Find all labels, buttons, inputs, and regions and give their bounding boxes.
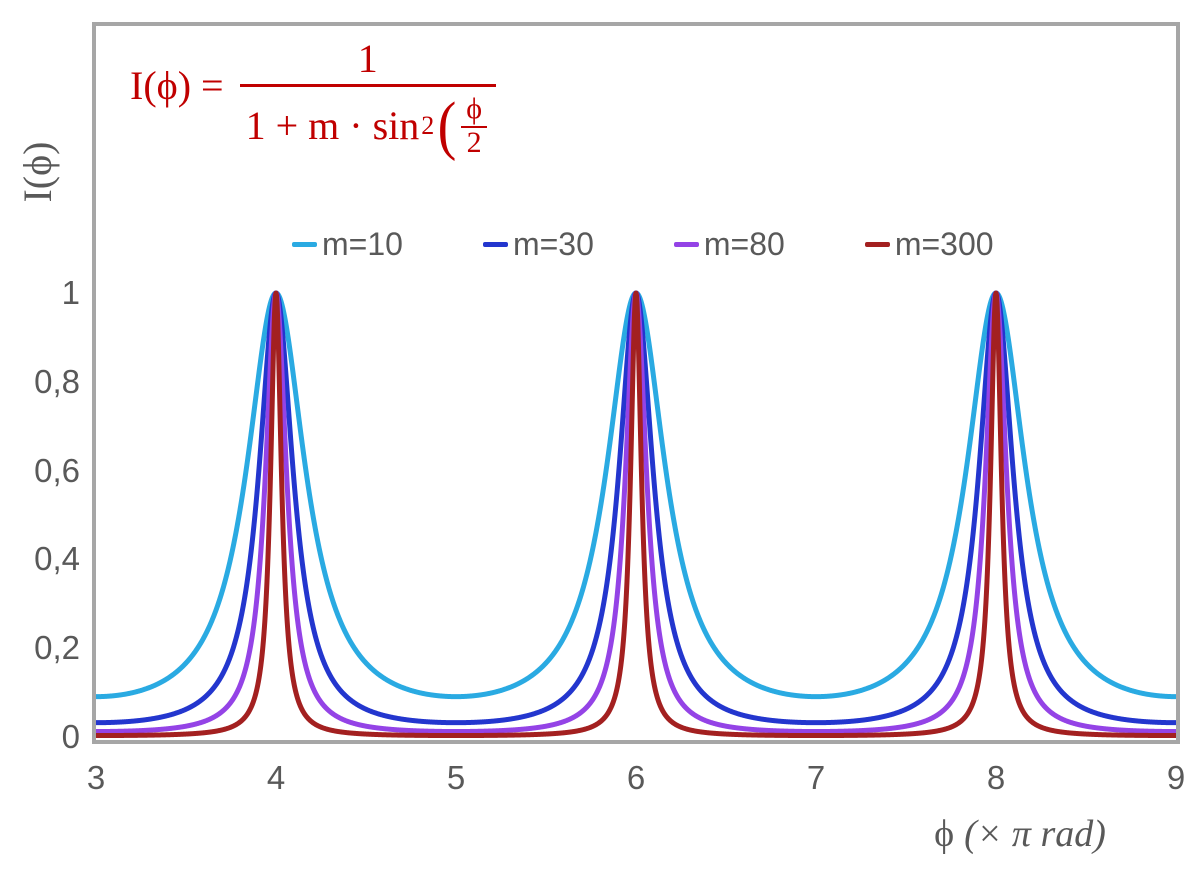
inner-fraction: ϕ 2 [461,93,488,159]
x-axis-title-symbol: ϕ [934,813,955,855]
plot-area [92,22,1180,744]
x-tick-label: 5 [446,759,466,796]
x-axis-title-unit: (× π rad) [964,813,1106,855]
y-tick-label: 0,2 [34,629,80,667]
formula-numerator: 1 [357,36,378,81]
x-axis-title: ϕ (× π rad) [860,812,1180,856]
formula-denominator: 1 + m · sin 2 ( ϕ 2 [239,84,497,162]
y-axis-title: I(ϕ) [15,141,60,203]
y-tick-label: 0 [61,718,80,755]
formula: I(ϕ) = 1 1 + m · sin 2 ( ϕ 2 [130,36,497,162]
legend-dash-icon [292,242,317,247]
inner-denominator: 2 [466,126,482,159]
formula-fraction: 1 1 + m · sin 2 ( ϕ 2 [239,36,497,162]
legend-label: m=30 [512,226,594,262]
y-tick-label: 0,8 [34,362,80,400]
legend-label: m=10 [322,226,403,262]
y-tick-label: 0,6 [34,451,80,489]
formula-lhs: I(ϕ) = [130,63,224,108]
curve-m=80 [96,290,1176,735]
legend-dash-icon [482,242,508,247]
curve-m=300 [96,290,1176,739]
x-tick-label: 9 [1166,759,1186,796]
y-tick-label: 0,4 [34,540,80,578]
legend-item-m=10: m=10 [292,226,403,263]
x-tick-label: 3 [86,759,106,796]
curve-m=30 [96,290,1176,726]
legend-item-m=80: m=80 [673,226,785,263]
x-tick-label: 6 [626,759,646,796]
open-paren: ( [437,88,457,162]
x-tick-label: 7 [806,759,826,796]
inner-numerator: ϕ [461,93,488,128]
curves-svg [96,290,1176,739]
legend-label: m=80 [703,226,785,262]
y-tick-label: 1 [61,274,80,311]
legend-label: m=300 [894,226,994,262]
legend-item-m=30: m=30 [482,226,594,263]
x-tick-label: 4 [266,759,286,796]
legend-item-m=300: m=300 [864,226,994,263]
x-tick-label: 8 [986,759,1006,796]
formula-den-prefix: 1 + m · sin [245,102,420,148]
formula-exponent: 2 [421,110,435,140]
legend: m=10 m=30 m=80 m=300 [292,226,994,263]
legend-dash-icon [673,242,699,247]
legend-dash-icon [864,242,890,247]
